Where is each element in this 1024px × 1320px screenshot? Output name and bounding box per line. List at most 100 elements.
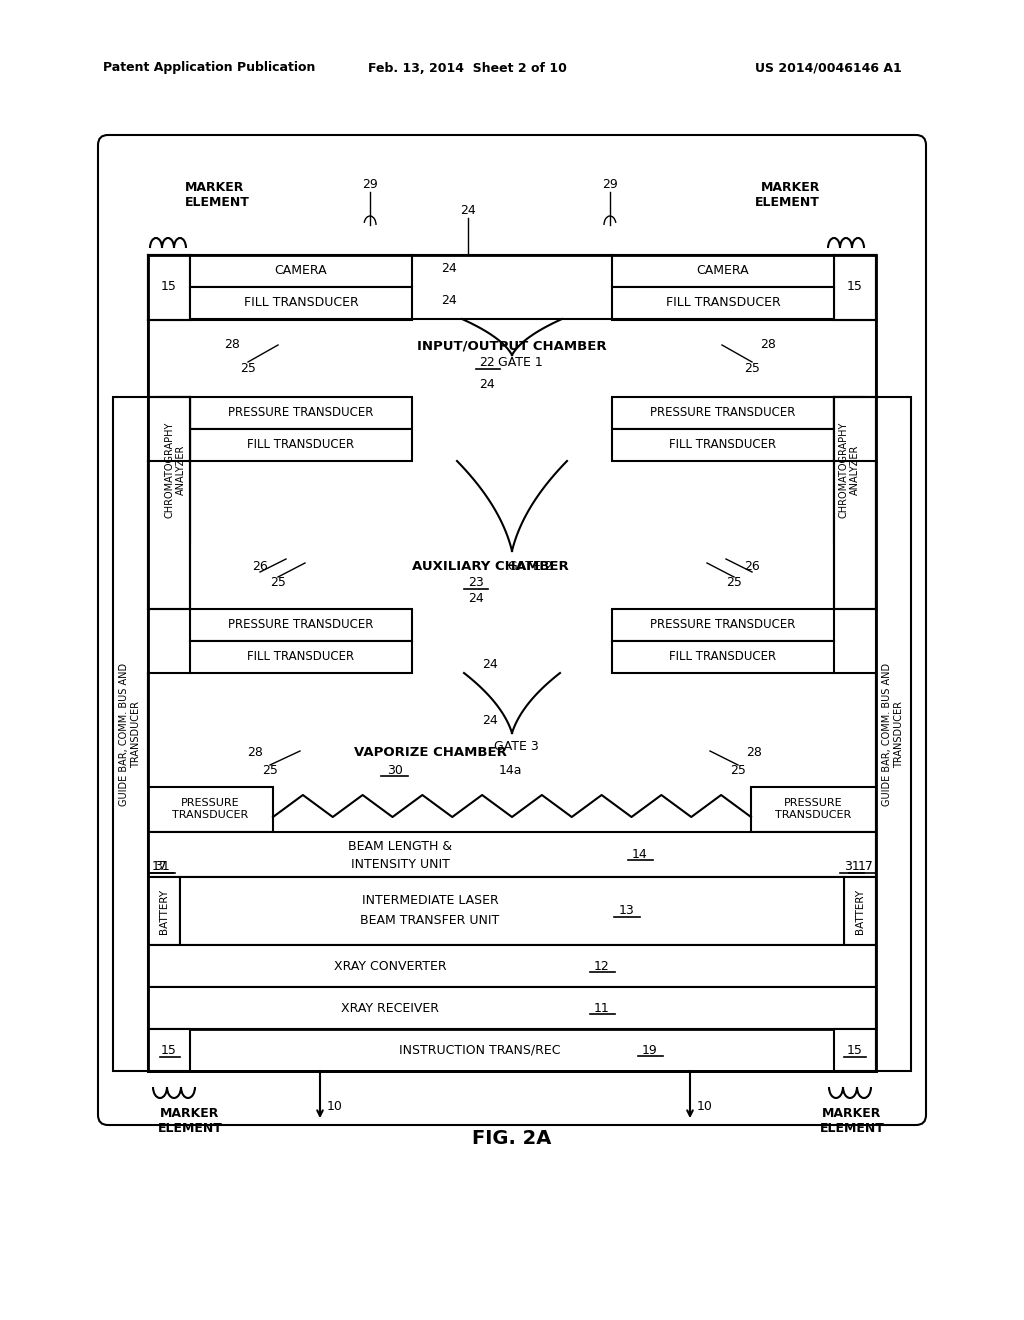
Text: 15: 15 — [161, 1044, 177, 1056]
Bar — [148, 1030, 190, 1071]
Bar — [190, 397, 412, 429]
Text: XRAY CONVERTER: XRAY CONVERTER — [334, 960, 446, 973]
Text: INPUT/OUTPUT CHAMBER: INPUT/OUTPUT CHAMBER — [417, 339, 607, 352]
Text: PRESSURE TRANSDUCER: PRESSURE TRANSDUCER — [228, 619, 374, 631]
Text: 28: 28 — [224, 338, 240, 351]
Text: GUIDE BAR, COMM. BUS AND
TRANSDUCER: GUIDE BAR, COMM. BUS AND TRANSDUCER — [119, 663, 141, 805]
Text: BEAM LENGTH &: BEAM LENGTH & — [348, 841, 452, 854]
Text: 25: 25 — [270, 577, 286, 590]
Text: INSTRUCTION TRANS/REC: INSTRUCTION TRANS/REC — [399, 1044, 561, 1056]
Bar — [190, 429, 412, 461]
Text: XRAY RECEIVER: XRAY RECEIVER — [341, 1002, 439, 1015]
Bar — [844, 876, 876, 945]
Bar — [190, 642, 412, 673]
Text: 24: 24 — [441, 261, 457, 275]
Text: 29: 29 — [602, 178, 617, 191]
Text: 24: 24 — [441, 293, 457, 306]
Text: 25: 25 — [262, 763, 278, 776]
Text: 25: 25 — [744, 362, 760, 375]
Text: Feb. 13, 2014  Sheet 2 of 10: Feb. 13, 2014 Sheet 2 of 10 — [368, 62, 567, 74]
Bar — [834, 397, 876, 609]
Text: 31: 31 — [155, 861, 170, 874]
Text: FIG. 2A: FIG. 2A — [472, 1130, 552, 1148]
Text: 17: 17 — [858, 861, 873, 874]
Text: 11: 11 — [594, 1002, 610, 1015]
Text: 24: 24 — [460, 203, 476, 216]
Text: 10: 10 — [327, 1100, 343, 1113]
Bar — [612, 642, 834, 673]
Text: 28: 28 — [247, 747, 263, 759]
Text: 24: 24 — [482, 714, 498, 727]
Text: BATTERY: BATTERY — [855, 888, 865, 933]
Text: 12: 12 — [594, 960, 610, 973]
FancyBboxPatch shape — [98, 135, 926, 1125]
Bar — [612, 397, 834, 429]
Text: 17: 17 — [153, 861, 168, 874]
Text: INTENSITY UNIT: INTENSITY UNIT — [350, 858, 450, 870]
Text: CHROMATOGRAPHY
ANALYZER: CHROMATOGRAPHY ANALYZER — [839, 421, 860, 517]
Text: 26: 26 — [744, 560, 760, 573]
Text: GATE 2: GATE 2 — [508, 561, 552, 573]
Text: 19: 19 — [642, 1044, 657, 1056]
Text: VAPORIZE CHAMBER: VAPORIZE CHAMBER — [353, 747, 507, 759]
Text: BEAM TRANSFER UNIT: BEAM TRANSFER UNIT — [360, 915, 500, 928]
Text: 24: 24 — [482, 659, 498, 672]
Text: MARKER
ELEMENT: MARKER ELEMENT — [755, 181, 820, 209]
Text: 25: 25 — [726, 577, 742, 590]
Text: 24: 24 — [479, 378, 495, 391]
Text: PRESSURE
TRANSDUCER: PRESSURE TRANSDUCER — [775, 799, 851, 820]
Text: CAMERA: CAMERA — [696, 264, 750, 277]
Text: 28: 28 — [746, 747, 762, 759]
Text: US 2014/0046146 A1: US 2014/0046146 A1 — [755, 62, 902, 74]
Text: BATTERY: BATTERY — [159, 888, 169, 933]
Bar — [612, 429, 834, 461]
Text: FILL TRANSDUCER: FILL TRANSDUCER — [670, 651, 776, 664]
Bar — [148, 945, 876, 987]
Text: 22: 22 — [479, 356, 495, 370]
Bar — [160, 397, 190, 543]
Text: FILL TRANSDUCER: FILL TRANSDUCER — [248, 651, 354, 664]
Bar — [190, 609, 412, 642]
Text: PRESSURE TRANSDUCER: PRESSURE TRANSDUCER — [650, 407, 796, 420]
Text: 28: 28 — [760, 338, 776, 351]
Text: MARKER
ELEMENT: MARKER ELEMENT — [185, 181, 250, 209]
Bar — [148, 255, 876, 1071]
Text: 29: 29 — [362, 178, 378, 191]
Bar — [148, 832, 876, 876]
Bar — [148, 397, 190, 609]
Text: 15: 15 — [161, 281, 177, 293]
Text: 26: 26 — [252, 560, 268, 573]
Bar — [180, 876, 844, 945]
Text: CHROMATOGRAPHY
ANALYZER: CHROMATOGRAPHY ANALYZER — [164, 421, 185, 517]
Bar — [148, 987, 876, 1030]
Text: FILL TRANSDUCER: FILL TRANSDUCER — [670, 438, 776, 451]
Bar — [612, 609, 834, 642]
Text: 31: 31 — [844, 861, 860, 874]
Text: 25: 25 — [730, 763, 745, 776]
Bar — [148, 255, 190, 319]
Bar — [834, 1030, 876, 1071]
Text: 15: 15 — [847, 1044, 863, 1056]
Text: 14a: 14a — [499, 763, 522, 776]
Text: GUIDE BAR, COMM. BUS AND
TRANSDUCER: GUIDE BAR, COMM. BUS AND TRANSDUCER — [883, 663, 904, 805]
Text: 30: 30 — [387, 763, 402, 776]
Bar — [612, 255, 834, 286]
Text: 25: 25 — [240, 362, 256, 375]
Bar — [834, 397, 864, 543]
Text: GATE 1: GATE 1 — [498, 355, 543, 368]
Text: MARKER
ELEMENT: MARKER ELEMENT — [158, 1107, 222, 1135]
Text: FILL TRANSDUCER: FILL TRANSDUCER — [248, 438, 354, 451]
Bar — [148, 787, 273, 832]
Text: CAMERA: CAMERA — [274, 264, 328, 277]
Bar — [113, 397, 148, 1071]
Text: 24: 24 — [468, 593, 484, 606]
Bar — [876, 397, 911, 1071]
Text: Patent Application Publication: Patent Application Publication — [103, 62, 315, 74]
Text: AUXILIARY CHAMBER: AUXILIARY CHAMBER — [412, 561, 568, 573]
Bar — [190, 286, 412, 319]
Text: 14: 14 — [632, 847, 648, 861]
Text: PRESSURE TRANSDUCER: PRESSURE TRANSDUCER — [650, 619, 796, 631]
Bar — [148, 1030, 876, 1071]
Text: FILL TRANSDUCER: FILL TRANSDUCER — [244, 297, 358, 309]
Text: GATE 3: GATE 3 — [494, 741, 539, 754]
